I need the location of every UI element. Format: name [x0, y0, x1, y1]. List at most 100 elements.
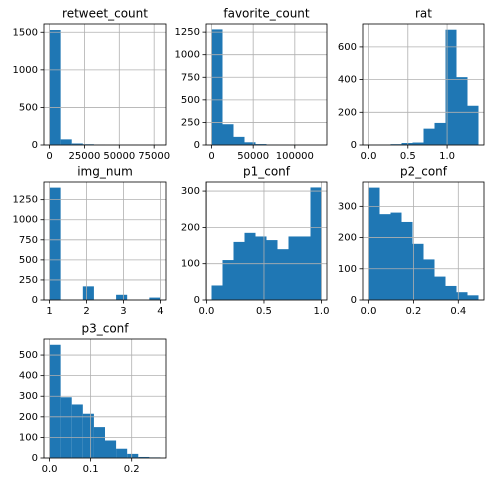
y-tick-label: 100 [338, 264, 357, 275]
y-tick-label: 1000 [13, 65, 38, 76]
y-tick-label: 100 [181, 259, 200, 270]
x-tick-label: 1.0 [439, 151, 455, 162]
y-tick-label: 0 [194, 140, 200, 151]
bar [233, 136, 245, 145]
x-tick-label: 0 [46, 151, 52, 162]
axes-frame [43, 23, 167, 146]
bar [379, 214, 391, 300]
x-tick-label: 0.5 [400, 151, 416, 162]
bar [233, 241, 245, 300]
x-tick-label: 50000 [103, 151, 135, 162]
y-tick-label: 1000 [13, 215, 38, 226]
x-tick-label: 3 [120, 306, 126, 317]
y-tick-label: 0 [194, 295, 200, 306]
x-tick-label: 2 [83, 306, 89, 317]
bar [116, 294, 128, 300]
bar [49, 344, 61, 458]
bar [423, 259, 435, 300]
subplot-title: rat [415, 7, 432, 21]
bar [222, 260, 234, 300]
bar [60, 397, 72, 458]
y-tick-label: 400 [19, 371, 38, 382]
axes-frame [43, 181, 167, 301]
x-tick-label: 0.0 [198, 306, 214, 317]
y-tick-label: 750 [181, 72, 200, 83]
x-tick-label: 0 [208, 151, 214, 162]
y-tick-label: 100 [19, 432, 38, 443]
axes-frame [362, 23, 485, 146]
x-tick-label: 25000 [69, 151, 101, 162]
y-tick-label: 500 [19, 350, 38, 361]
bar [71, 404, 83, 458]
y-tick-label: 1250 [175, 27, 200, 38]
x-tick-label: 1.0 [314, 306, 330, 317]
bar [71, 143, 83, 145]
x-tick-label: 0.2 [124, 464, 140, 475]
bar [49, 187, 61, 300]
bar [277, 249, 289, 300]
x-tick-label: 50000 [237, 151, 269, 162]
x-tick-label: 0.0 [361, 151, 377, 162]
x-tick-label: 4 [157, 306, 163, 317]
bar [82, 413, 94, 458]
bar [60, 139, 72, 145]
bar [244, 232, 256, 300]
y-tick-label: 200 [181, 222, 200, 233]
y-tick-label: 0 [32, 295, 38, 306]
y-tick-label: 750 [19, 235, 38, 246]
axes-frame [362, 181, 485, 301]
y-tick-label: 0 [32, 453, 38, 464]
bar [49, 30, 61, 146]
y-tick-label: 0 [351, 140, 357, 151]
bar [434, 122, 446, 145]
subplot-title: favorite_count [223, 7, 310, 21]
x-tick-label: 1 [46, 306, 52, 317]
bar [266, 240, 278, 300]
subplot-title: p3_conf [81, 322, 129, 336]
y-tick-label: 1250 [13, 195, 38, 206]
axes-frame [205, 23, 328, 146]
x-tick-label: 0.0 [361, 306, 377, 317]
subplot-title: p1_conf [243, 165, 291, 179]
bar [467, 105, 479, 145]
x-tick-label: 0.1 [83, 464, 99, 475]
bar [138, 456, 150, 458]
y-tick-label: 1000 [175, 50, 200, 61]
bar [244, 142, 256, 145]
x-tick-label: 100000 [276, 151, 314, 162]
bar [222, 124, 234, 145]
x-tick-label: 0.0 [42, 464, 58, 475]
bar [390, 144, 402, 145]
bar [116, 448, 128, 458]
bar [255, 144, 267, 145]
bar [434, 276, 446, 300]
x-tick-label: 0.2 [405, 306, 421, 317]
y-tick-label: 250 [19, 275, 38, 286]
y-tick-label: 300 [19, 391, 38, 402]
y-tick-label: 1500 [13, 27, 38, 38]
axes-frame [205, 181, 328, 301]
bar [310, 187, 322, 300]
x-tick-label: 0.5 [256, 306, 272, 317]
bar [105, 440, 117, 458]
bar [423, 128, 435, 145]
bar [445, 29, 457, 145]
x-tick-label: 0.4 [450, 306, 466, 317]
bar [255, 236, 267, 300]
bar [93, 427, 105, 458]
y-tick-label: 500 [19, 255, 38, 266]
y-tick-label: 300 [181, 186, 200, 197]
y-tick-label: 0 [351, 295, 357, 306]
bar [401, 221, 413, 300]
bar [412, 142, 424, 145]
bar [211, 29, 223, 146]
bar [149, 297, 161, 300]
bar [445, 285, 457, 300]
subplot-title: retweet_count [62, 7, 148, 21]
y-tick-label: 200 [19, 412, 38, 423]
subplot-title: p2_conf [400, 165, 448, 179]
y-tick-label: 0 [32, 140, 38, 151]
bar [127, 453, 139, 458]
axes-frame [43, 338, 167, 459]
